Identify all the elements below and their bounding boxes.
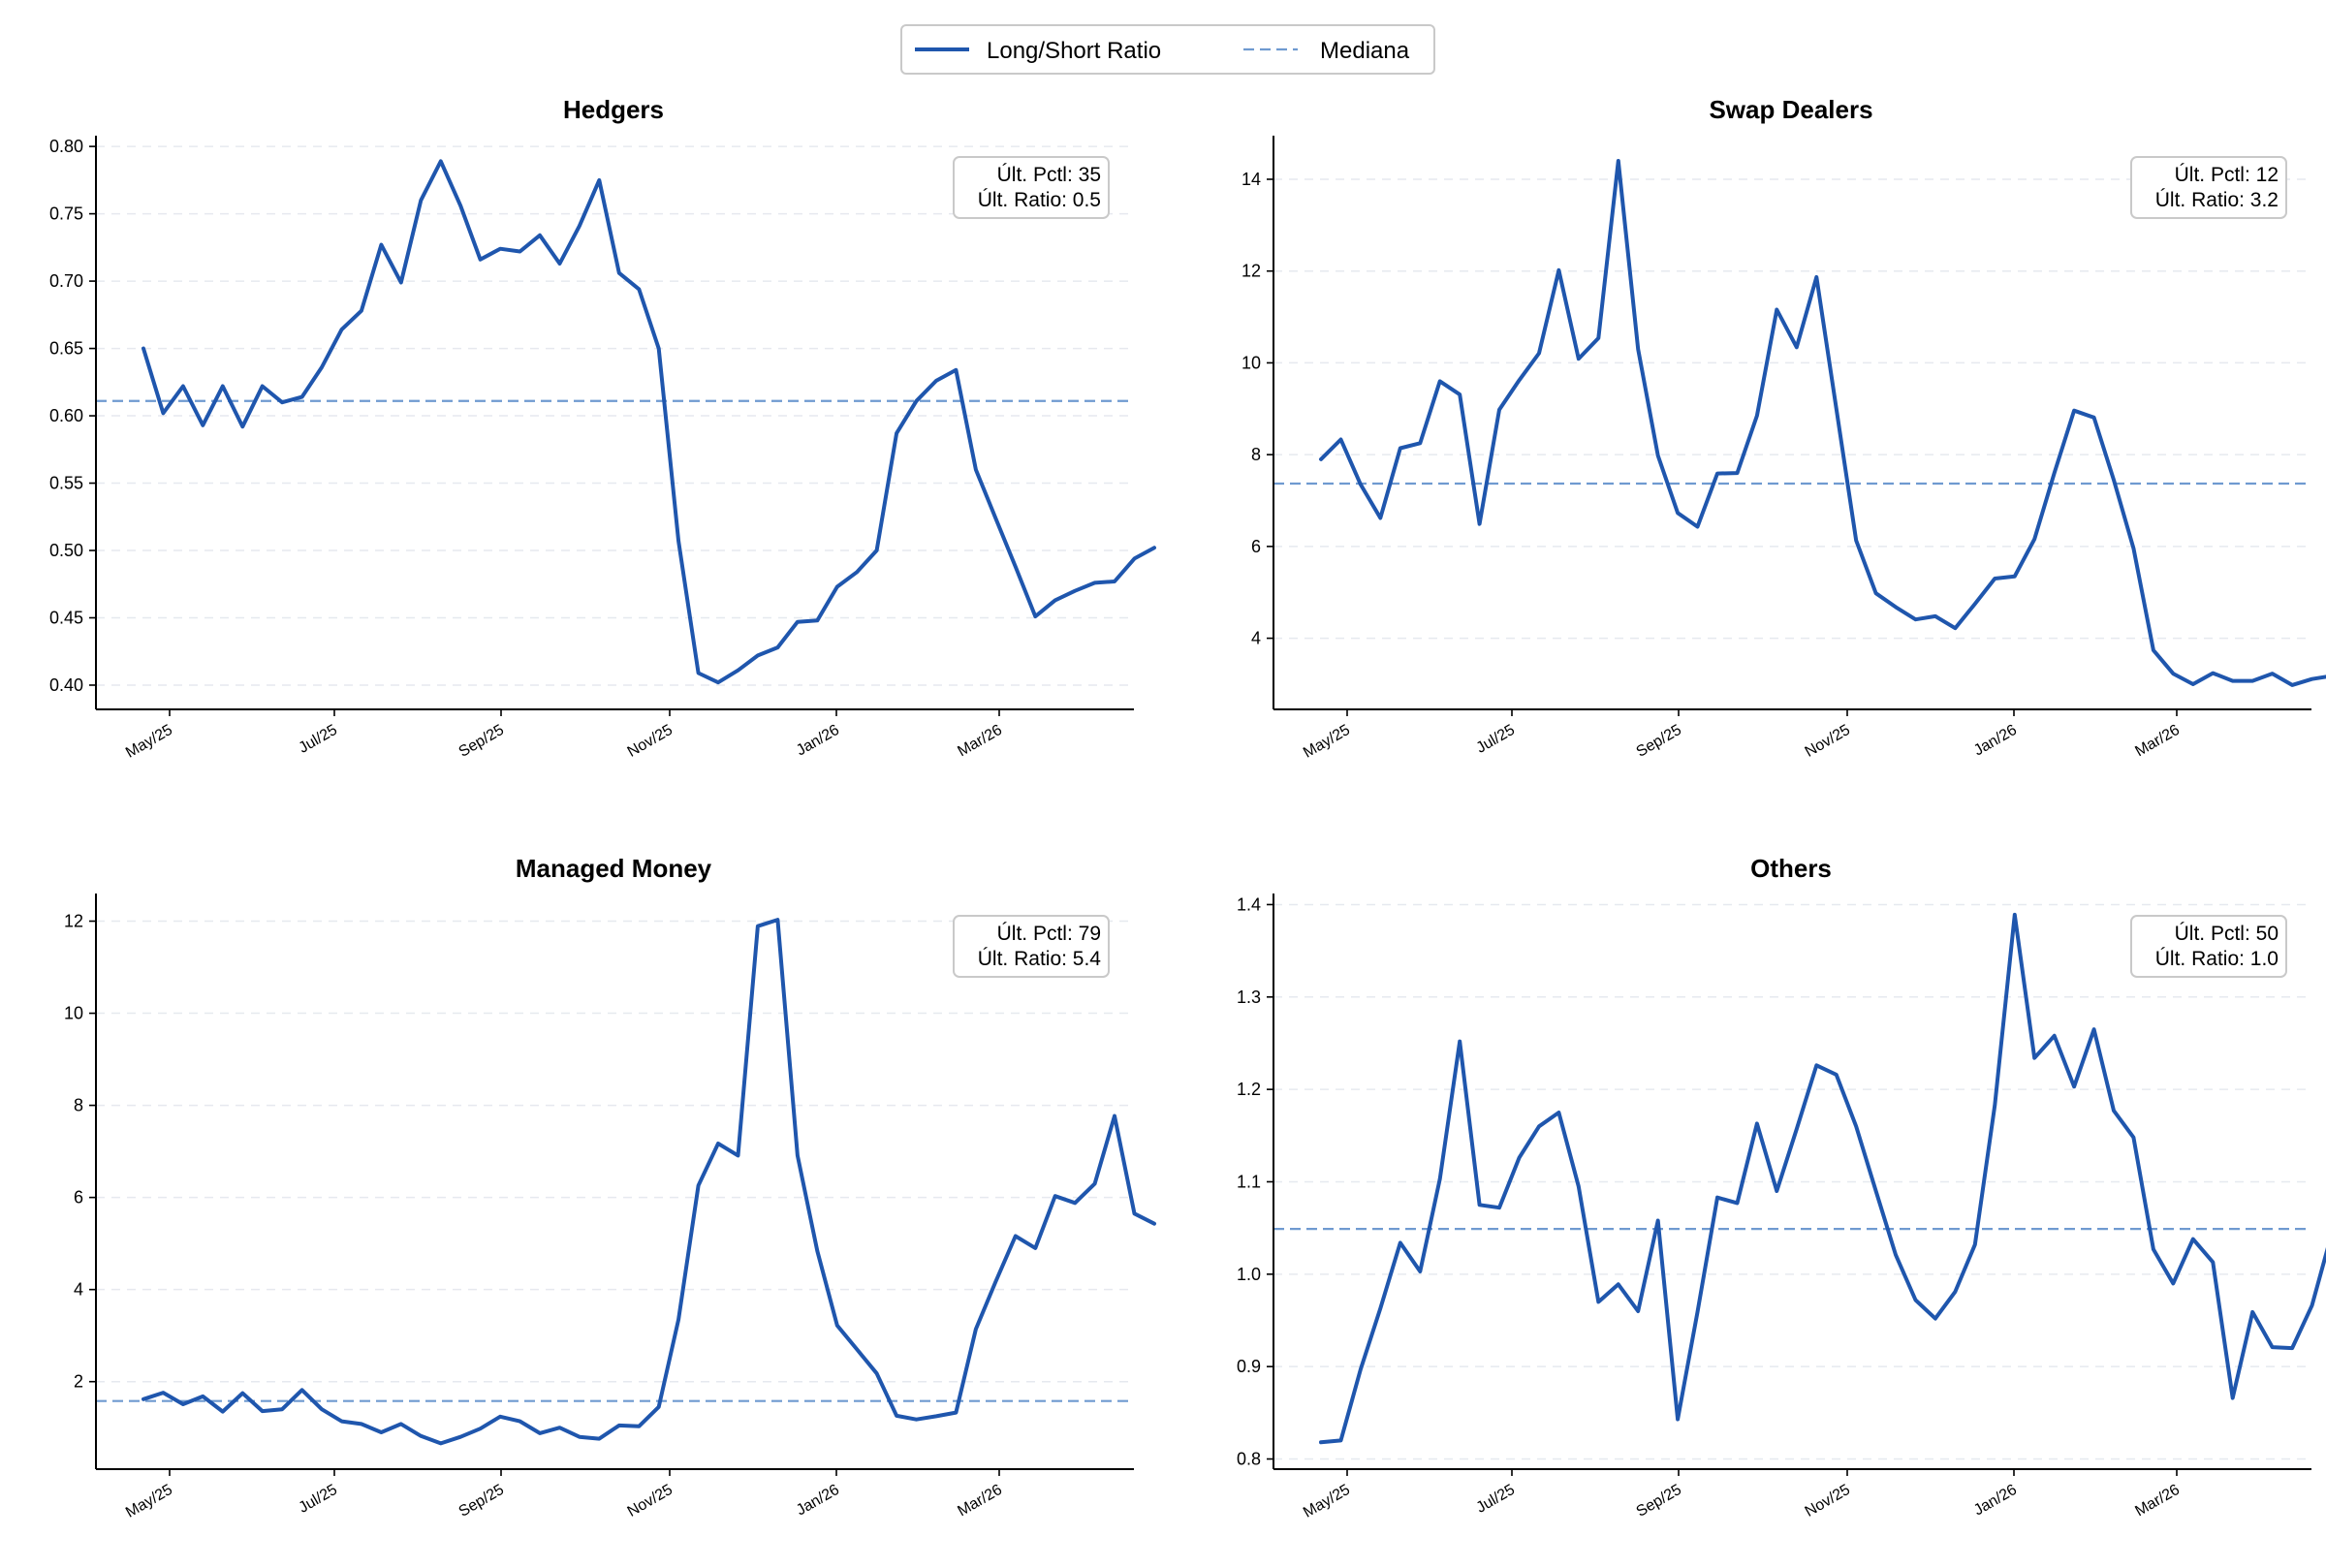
- series-layer: [141, 159, 1156, 685]
- y-tick-label: 8: [1251, 445, 1261, 464]
- y-tick-label: 12: [64, 912, 83, 931]
- info-frame: [953, 915, 1110, 978]
- info-ratio: Últ. Ratio: 1.0: [2155, 948, 2279, 970]
- legend-series-label: Long/Short Ratio: [987, 38, 1161, 64]
- x-tick-label: Jan/26: [794, 722, 842, 760]
- y-tick-label: 0.75: [49, 204, 83, 224]
- x-tick-label: Jan/26: [1971, 722, 2020, 760]
- x-tick-label: May/25: [123, 722, 175, 762]
- series-layer: [1319, 912, 2326, 1445]
- x-tick-label: Jul/25: [1474, 1482, 1519, 1517]
- legend: Long/Short Ratio Mediana: [900, 24, 1435, 75]
- grid: [96, 145, 1134, 686]
- series-layer: [141, 918, 1156, 1446]
- axes: 0.8 0.9 1.0 1.1 1.2 1.3 1.4 May/25 Jul/25 Sep/25 N…: [1237, 894, 2311, 1521]
- y-tick-label: 0.40: [49, 675, 83, 695]
- info-frame: [953, 156, 1110, 219]
- y-tick-label: 12: [1242, 262, 1261, 281]
- x-tick-label: Sep/25: [456, 1482, 508, 1521]
- info-frame: [2130, 156, 2287, 219]
- x-tick-label: Mar/26: [2132, 722, 2183, 761]
- series-line-long-short-ratio: [141, 159, 1156, 685]
- x-tick-label: Mar/26: [2132, 1482, 2183, 1521]
- y-tick-label: 0.45: [49, 609, 83, 628]
- series-layer: [1319, 159, 2326, 687]
- x-tick-label: Mar/26: [955, 722, 1005, 761]
- x-tick-label: Nov/25: [1803, 1482, 1853, 1521]
- y-tick-label: 8: [74, 1096, 83, 1115]
- info-pctl: Últ. Pctl: 79: [997, 923, 1101, 945]
- y-tick-label: 10: [64, 1004, 83, 1023]
- x-tick-label: Nov/25: [625, 1482, 676, 1521]
- info-ratio: Últ. Ratio: 3.2: [2155, 189, 2279, 211]
- info-ratio: Últ. Ratio: 5.4: [978, 948, 1102, 970]
- x-tick-label: May/25: [1301, 1482, 1353, 1521]
- grid: [1273, 178, 2311, 640]
- info-ratio: Últ. Ratio: 0.5: [978, 189, 1101, 211]
- info-frame: [2130, 915, 2287, 978]
- info-box: Últ. Pctl: 35 Últ. Ratio: 0.5: [953, 156, 1110, 219]
- x-tick-label: Mar/26: [955, 1482, 1005, 1521]
- y-tick-label: 4: [74, 1280, 83, 1300]
- y-tick-label: 0.9: [1237, 1357, 1261, 1376]
- info-box: Últ. Pctl: 79 Últ. Ratio: 5.4: [953, 915, 1110, 978]
- grid: [96, 920, 1134, 1383]
- y-tick-label: 0.60: [49, 406, 83, 425]
- panel-others: Others 0.8 0.9 1.0 1.1 1.2 1.3 1.4 May/25 Jul/25…: [1237, 854, 2326, 1521]
- axes: 2 4 6 8 10 12 May/25 Jul/25 Sep/25 Nov/25 Jan/26 Ma…: [64, 894, 1134, 1521]
- grid: [1273, 903, 2311, 1460]
- info-pctl: Últ. Pctl: 50: [2175, 923, 2279, 945]
- y-tick-label: 1.1: [1237, 1172, 1261, 1191]
- series-line-long-short-ratio: [1319, 159, 2326, 687]
- x-tick-label: Nov/25: [625, 722, 676, 761]
- x-tick-label: Sep/25: [456, 722, 508, 761]
- series-line-long-short-ratio: [141, 918, 1156, 1446]
- panel-hedgers: Hedgers 0.40 0.45 0.50 0.55 0.60 0.65 0.70 0.75…: [49, 95, 1156, 762]
- info-pctl: Últ. Pctl: 35: [997, 164, 1101, 186]
- x-tick-label: Sep/25: [1634, 722, 1685, 761]
- info-pctl: Últ. Pctl: 12: [2175, 164, 2279, 186]
- y-tick-label: 0.80: [49, 137, 83, 156]
- info-box: Últ. Pctl: 50 Últ. Ratio: 1.0: [2130, 915, 2287, 978]
- y-tick-label: 10: [1242, 353, 1261, 372]
- legend-frame: [900, 24, 1435, 75]
- x-tick-label: Sep/25: [1634, 1482, 1685, 1521]
- y-tick-label: 1.3: [1237, 988, 1261, 1007]
- y-tick-label: 1.0: [1237, 1265, 1261, 1284]
- y-tick-label: 4: [1251, 629, 1261, 648]
- y-tick-label: 2: [74, 1372, 83, 1392]
- panel-title: Hedgers: [563, 95, 664, 124]
- legend-median-label: Mediana: [1320, 38, 1410, 64]
- y-tick-label: 6: [1251, 537, 1261, 556]
- panel-title: Managed Money: [516, 854, 712, 883]
- x-tick-label: Jul/25: [297, 1482, 341, 1517]
- series-line-long-short-ratio: [1319, 912, 2326, 1445]
- y-tick-label: 0.8: [1237, 1450, 1261, 1469]
- x-tick-label: Jul/25: [1474, 722, 1519, 757]
- y-tick-label: 0.65: [49, 339, 83, 359]
- panel-managed-money: Managed Money 2 4 6 8 10 12 May/25 Jul/25 Sep/25…: [64, 854, 1156, 1521]
- x-tick-label: May/25: [123, 1482, 175, 1521]
- y-tick-label: 0.55: [49, 474, 83, 493]
- panel-title: Swap Dealers: [1709, 95, 1872, 124]
- x-tick-label: Jan/26: [1971, 1482, 2020, 1520]
- y-tick-label: 14: [1242, 170, 1261, 189]
- y-tick-label: 0.70: [49, 271, 83, 291]
- x-tick-label: May/25: [1301, 722, 1353, 762]
- info-box: Últ. Pctl: 12 Últ. Ratio: 3.2: [2130, 156, 2287, 219]
- y-tick-label: 1.2: [1237, 1080, 1261, 1099]
- x-tick-label: Jul/25: [297, 722, 341, 757]
- x-tick-label: Nov/25: [1803, 722, 1853, 761]
- x-tick-label: Jan/26: [794, 1482, 842, 1520]
- y-tick-label: 1.4: [1237, 894, 1261, 914]
- panel-swap-dealers: Swap Dealers 4 6 8 10 12 14 May/25 Jul/25 Sep/25…: [1242, 95, 2326, 762]
- y-tick-label: 0.50: [49, 541, 83, 560]
- y-tick-label: 6: [74, 1188, 83, 1207]
- panel-title: Others: [1750, 854, 1832, 883]
